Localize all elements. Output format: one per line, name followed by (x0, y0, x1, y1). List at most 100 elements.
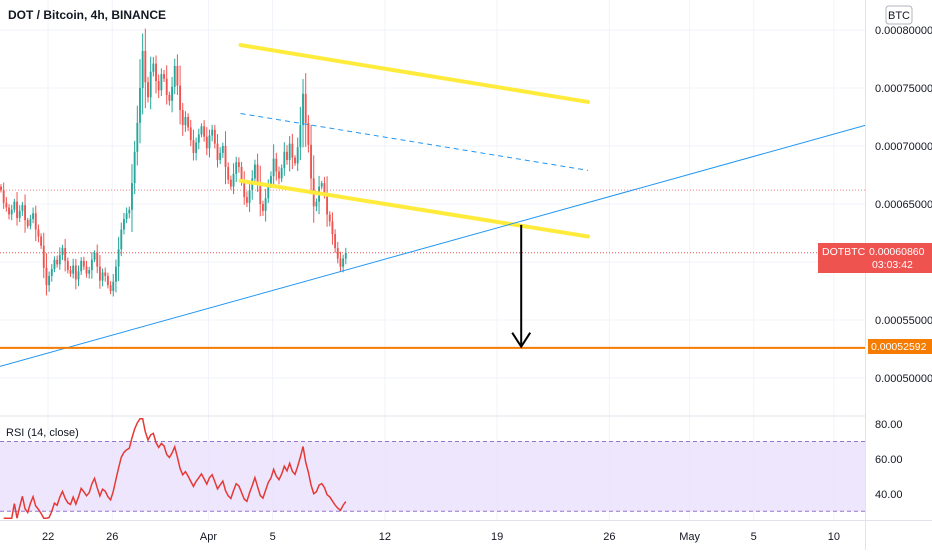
candle-body (237, 162, 240, 167)
candle (18, 205, 21, 223)
last-price-tag: DOTBTC 0.00060860 03:03:42 (818, 243, 932, 273)
candle (310, 124, 312, 195)
candle (299, 106, 302, 161)
currency-badge-label[interactable]: BTC (888, 10, 910, 22)
candle-body (216, 143, 219, 160)
axis-layer: 0.000500000.000550000.000600000.00065000… (42, 25, 932, 543)
drawing-layer (0, 43, 867, 367)
candle-body (98, 266, 101, 281)
candle-body (136, 122, 139, 152)
x-tick-label: 26 (603, 531, 615, 543)
candle (88, 266, 91, 279)
candle-body (280, 168, 283, 179)
candle (90, 252, 93, 279)
last-price-countdown: 03:03:42 (872, 259, 913, 271)
x-tick-label: 22 (42, 531, 54, 543)
candle-body (283, 151, 286, 169)
candle-body (147, 82, 149, 98)
candle (117, 236, 120, 282)
currency-badge[interactable]: BTC (885, 5, 913, 25)
candle-body (328, 214, 331, 222)
candle (0, 184, 2, 193)
candle (32, 207, 35, 224)
candle-body (235, 162, 238, 174)
candle-body (302, 93, 304, 126)
candle (171, 76, 173, 113)
candle (320, 180, 323, 190)
candle (96, 244, 99, 274)
last-price-value: 0.00060860 (869, 246, 925, 258)
candle (147, 76, 149, 103)
candle-body (288, 143, 291, 160)
candle-body (82, 260, 85, 267)
candle (248, 184, 251, 212)
candle-body (320, 183, 323, 187)
candle-body (336, 248, 339, 259)
candle-body (192, 140, 195, 153)
candle-body (163, 74, 165, 79)
candle (232, 163, 235, 195)
candle (155, 55, 157, 94)
candle-body (315, 201, 318, 207)
trend-line (0, 124, 867, 367)
candle-body (240, 166, 243, 181)
candle (128, 206, 131, 219)
candle (74, 258, 77, 290)
currency-badge-box[interactable] (885, 5, 913, 25)
candle (136, 105, 139, 166)
candle-body (195, 142, 198, 153)
candle (235, 156, 238, 183)
support-price-value: 0.00052592 (871, 341, 927, 353)
candle-body (40, 236, 43, 246)
candle (181, 102, 184, 136)
candle (29, 214, 32, 230)
candle (272, 144, 275, 187)
candle (109, 281, 112, 295)
candle (80, 257, 83, 275)
candle-body (80, 260, 83, 272)
down-arrow-head (511, 332, 532, 349)
candle (131, 164, 133, 232)
candle-body (131, 183, 133, 210)
candle (205, 127, 208, 156)
candle-body (310, 144, 312, 179)
candle (77, 265, 80, 287)
candle (192, 129, 195, 161)
candle (133, 140, 136, 195)
candle-body (243, 180, 246, 198)
candle-body (155, 63, 157, 82)
candle (48, 271, 51, 292)
candle (5, 197, 8, 212)
channel-line (238, 178, 591, 239)
candle-body (211, 129, 214, 136)
candle (104, 267, 107, 282)
candle-body (278, 171, 280, 179)
candle-body (344, 252, 347, 259)
candle (112, 274, 115, 297)
candle-body (29, 219, 32, 227)
candle (40, 233, 43, 250)
rsi-layer (3, 417, 347, 520)
candle-body (189, 127, 192, 141)
candle (304, 73, 307, 147)
candle (288, 136, 291, 172)
candle (334, 229, 337, 253)
candle (195, 137, 198, 161)
candle-body (307, 122, 310, 145)
candle (53, 256, 56, 273)
candle (326, 176, 329, 227)
candle (8, 204, 10, 220)
candle-body (42, 245, 45, 268)
candle-body (26, 220, 29, 227)
rsi-band (0, 441, 866, 512)
candle (168, 91, 171, 106)
candle (101, 268, 104, 287)
candle-body (291, 143, 294, 158)
last-price-symbol: DOTBTC (822, 246, 866, 258)
candle (245, 191, 248, 207)
candle-body (61, 248, 64, 256)
rsi-tick-label: 40.00 (875, 489, 903, 501)
candle-body (197, 134, 200, 143)
candle-body (128, 209, 131, 214)
